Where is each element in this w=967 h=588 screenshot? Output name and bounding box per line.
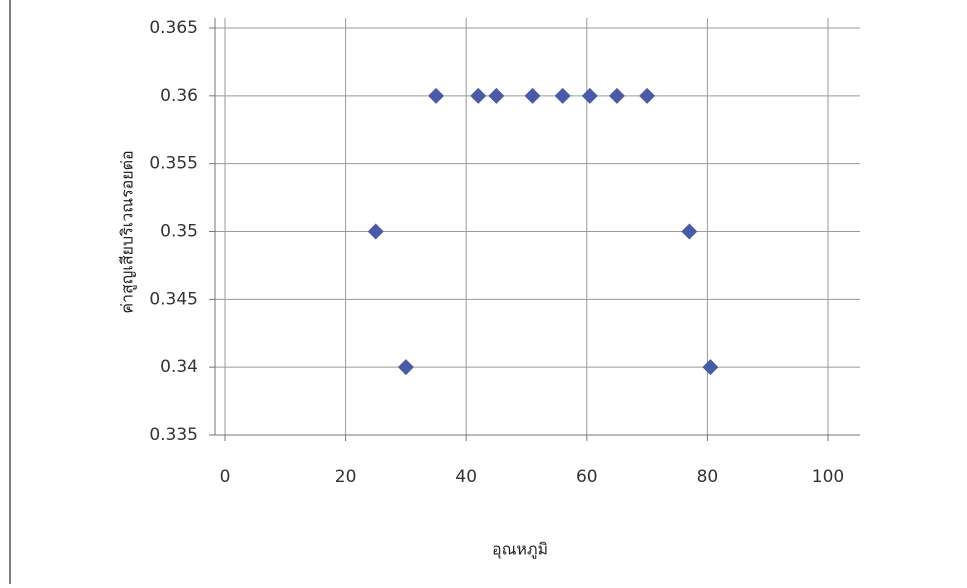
y-tick-label: 0.345 — [149, 289, 198, 309]
y-tick-label: 0.35 — [160, 222, 198, 242]
points — [367, 87, 719, 376]
x-tick-label: 20 — [335, 467, 357, 487]
y-axis-title: ค่าสูญเสียบริเวณรอยต่อ — [118, 150, 138, 313]
data-point — [681, 223, 698, 240]
y-tick-label: 0.34 — [160, 357, 198, 377]
y-tick-label: 0.335 — [149, 425, 198, 445]
data-point — [554, 87, 571, 104]
data-point — [608, 87, 625, 104]
data-point — [367, 223, 384, 240]
x-tick-label: 80 — [697, 467, 719, 487]
data-point — [488, 87, 505, 104]
y-tick-label: 0.365 — [149, 18, 198, 38]
data-point — [524, 87, 541, 104]
data-point — [470, 87, 487, 104]
data-point — [428, 87, 445, 104]
x-tick-label: 100 — [812, 467, 844, 487]
x-axis-title: อุณหภูมิ — [492, 540, 548, 560]
y-tick-label: 0.36 — [160, 86, 198, 106]
data-point — [702, 359, 719, 376]
data-point — [581, 87, 598, 104]
axes: 0.335 0.34 0.345 0.35 0.355 0.36 0.365 0 20 40 60 8… — [149, 18, 860, 487]
y-tick-label: 0.355 — [149, 154, 198, 174]
x-tick-label: 40 — [455, 467, 477, 487]
data-point — [639, 87, 656, 104]
data-point — [397, 359, 414, 376]
x-tick-label: 0 — [220, 467, 231, 487]
x-tick-label: 60 — [576, 467, 598, 487]
